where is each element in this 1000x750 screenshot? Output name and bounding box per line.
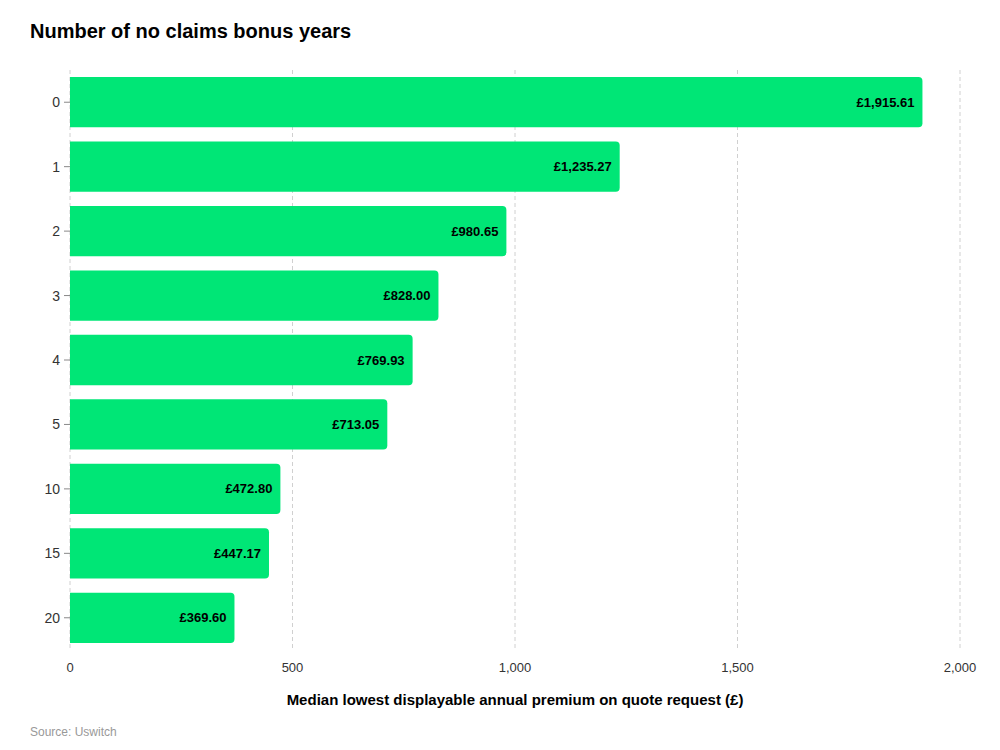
grid-line <box>960 70 961 650</box>
y-tick-label: 1 <box>52 159 60 175</box>
y-axis: 0 1 2 3 4 5 10 15 20 <box>44 94 70 626</box>
y-tick <box>64 424 70 425</box>
y-tick-label: 2 <box>52 223 60 239</box>
data-label: £472.80 <box>225 481 272 496</box>
x-axis-label: Median lowest displayable annual premium… <box>287 691 744 708</box>
x-tick-label: 1,000 <box>499 660 532 675</box>
y-tick-label: 15 <box>44 545 60 561</box>
x-tick-label: 1,500 <box>721 660 754 675</box>
y-tick <box>64 166 70 167</box>
bar <box>70 206 506 256</box>
source: Source: Uswitch <box>30 725 117 739</box>
grid <box>70 70 960 650</box>
bar <box>70 528 269 578</box>
data-labels: £1,915.61 £1,235.27 £980.65 £828.00 £769.93 £… <box>179 95 914 626</box>
y-tick-label: 0 <box>52 94 60 110</box>
data-label: £369.60 <box>179 610 226 625</box>
title: Number of no claims bonus years <box>30 20 351 42</box>
y-tick <box>64 617 70 618</box>
grid-line <box>737 70 738 650</box>
y-tick-label: 20 <box>44 610 60 626</box>
chart-container: 0 500 1,000 1,500 2,000 0 1 2 3 4 5 10 15 20 £1,915.61… <box>0 0 1000 750</box>
x-tick-label: 2,000 <box>944 660 977 675</box>
y-tick-label: 4 <box>52 352 60 368</box>
data-label: £828.00 <box>383 288 430 303</box>
data-label: £769.93 <box>358 353 405 368</box>
y-tick-label: 3 <box>52 288 60 304</box>
y-tick-label: 10 <box>44 481 60 497</box>
bar <box>70 464 280 514</box>
y-tick <box>64 102 70 103</box>
y-tick-label: 5 <box>52 416 60 432</box>
y-tick <box>64 231 70 232</box>
data-label: £1,235.27 <box>554 159 612 174</box>
bar <box>70 77 922 127</box>
data-label: £447.17 <box>214 546 261 561</box>
bar <box>70 399 387 449</box>
bar <box>70 335 413 385</box>
x-tick-label: 500 <box>282 660 304 675</box>
data-label: £713.05 <box>332 417 379 432</box>
data-label: £980.65 <box>451 224 498 239</box>
y-tick <box>64 488 70 489</box>
bars <box>70 77 922 643</box>
bar <box>70 593 234 643</box>
x-ticks: 0 500 1,000 1,500 2,000 <box>66 660 976 675</box>
bar <box>70 142 620 192</box>
x-tick-label: 0 <box>66 660 73 675</box>
bar <box>70 270 438 320</box>
y-tick <box>64 360 70 361</box>
data-label: £1,915.61 <box>857 95 915 110</box>
y-tick <box>64 553 70 554</box>
chart: 0 500 1,000 1,500 2,000 0 1 2 3 4 5 10 15 20 £1,915.61… <box>0 0 1000 750</box>
y-tick <box>64 295 70 296</box>
